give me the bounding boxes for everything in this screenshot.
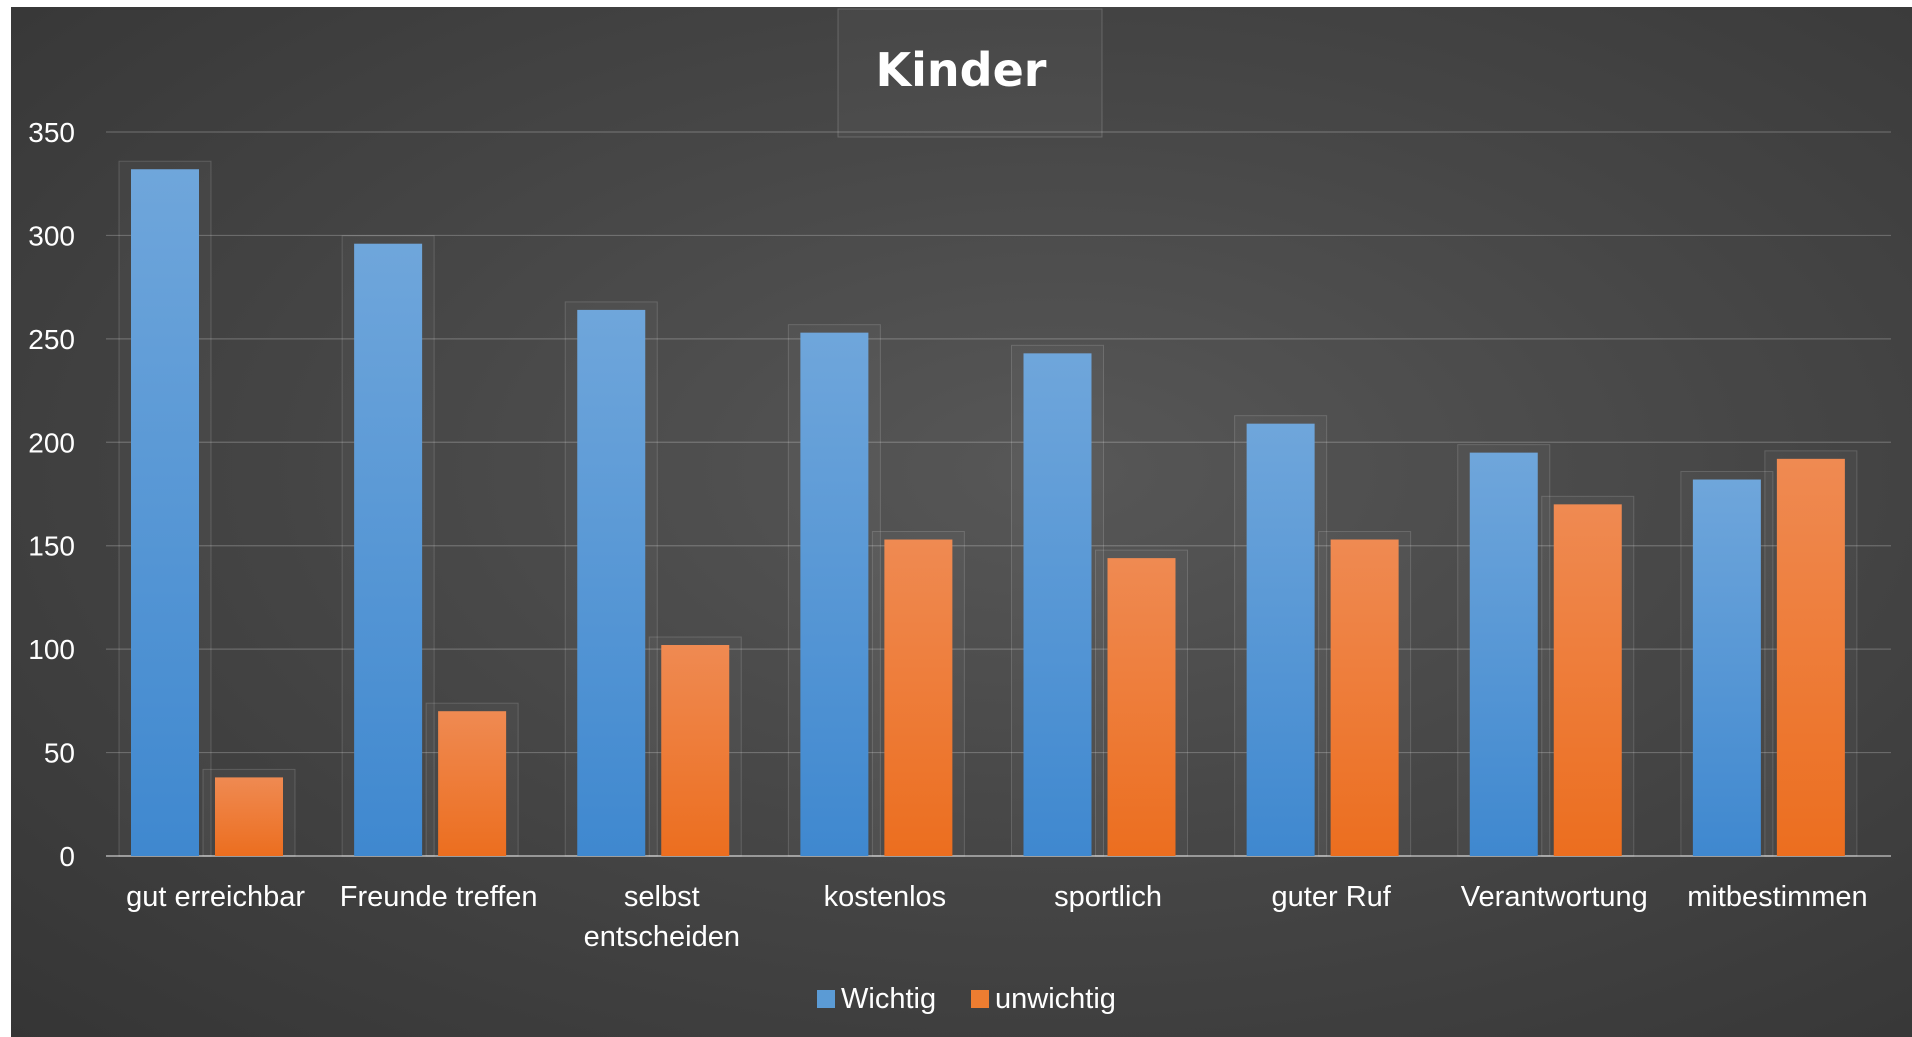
x-tick-label: Freunde treffen [340,881,538,913]
bar-unwichtig [1553,504,1622,856]
x-tick-label: sportlich [1054,881,1162,913]
bar-wichtig [800,332,869,856]
y-tick-label: 150 [28,531,75,562]
legend-label: Wichtig [841,983,936,1015]
y-tick-label: 100 [28,634,75,665]
x-tick-label: selbst [624,881,700,913]
y-tick-label: 0 [59,841,75,872]
bar-wichtig [131,169,199,857]
legend-swatch-wichtig [817,990,835,1008]
y-tick-label: 250 [28,324,75,355]
bar-unwichtig [1330,539,1399,856]
x-tick-label: Verantwortung [1461,881,1648,913]
y-tick-label: 300 [28,220,75,251]
y-tick-label: 50 [44,738,75,769]
bar-unwichtig [215,777,283,856]
title-frame [837,8,1103,138]
bar-wichtig [577,309,646,856]
x-tick-label: entscheiden [584,921,740,953]
chart-area: Kinder 0 50 100 150 200 250 300 350 gut erreich… [11,7,1912,1037]
bar-wichtig [1469,452,1538,856]
y-tick-label: 200 [28,427,75,458]
bar-chart: Kinder 0 50 100 150 200 250 300 350 gut erreich… [28,8,1891,1015]
x-tick-label: kostenlos [824,881,947,913]
bar-unwichtig [884,539,953,856]
bar-wichtig [354,243,423,856]
bar-unwichtig [1107,558,1176,856]
legend-swatch-unwichtig [971,990,989,1008]
bar-wichtig [1246,423,1315,856]
x-tick-label: mitbestimmen [1687,881,1868,913]
chart-title: Kinder [876,43,1047,97]
bar-wichtig [1023,353,1092,856]
bar-wichtig [1692,479,1761,856]
x-tick-label: guter Ruf [1272,881,1392,913]
legend-label: unwichtig [995,983,1116,1015]
bar-unwichtig [438,711,507,856]
bar-unwichtig [661,645,730,856]
x-tick-label: gut erreichbar [126,881,305,913]
y-tick-label: 350 [28,117,75,148]
bar-unwichtig [1776,458,1845,856]
